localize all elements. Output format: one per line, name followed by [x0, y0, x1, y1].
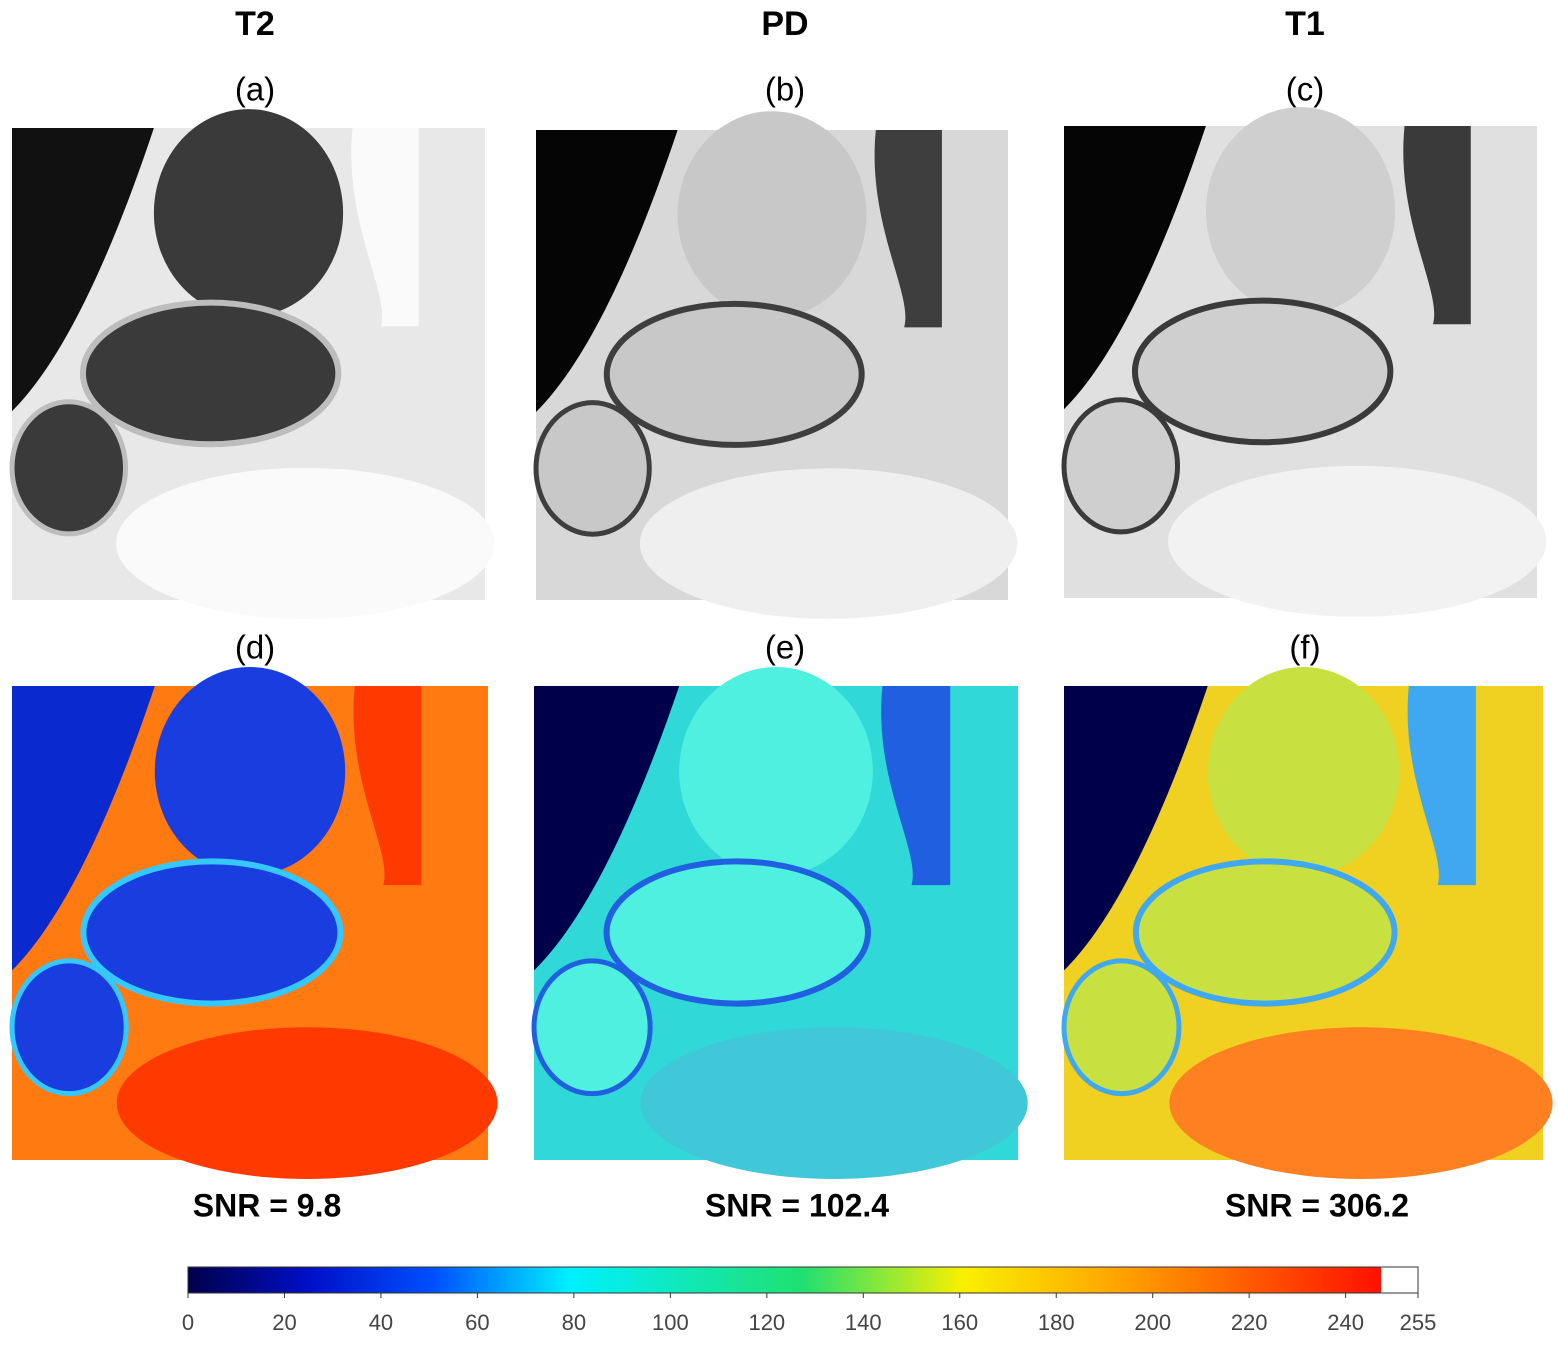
dark-region [534, 686, 680, 971]
tibia [1205, 107, 1396, 315]
panel-label: (a) [235, 71, 275, 108]
scan-image [9, 109, 495, 619]
scan-image [9, 667, 498, 1179]
panel-label: (c) [1286, 71, 1324, 108]
scan-image [533, 111, 1018, 619]
colorbar-tick-label: 255 [1400, 1310, 1437, 1335]
talus [603, 300, 865, 448]
colorbar-tick-label: 220 [1231, 1310, 1268, 1335]
tendon [1403, 126, 1471, 325]
panel-label: (e) [765, 629, 805, 666]
panel-label: (b) [765, 71, 805, 108]
scan-image [531, 667, 1028, 1179]
colorbar-tick-label: 100 [652, 1310, 689, 1335]
calcaneus [639, 468, 1018, 619]
talus [80, 858, 344, 1007]
navicular [9, 958, 129, 1097]
colorbar-tick-label: 240 [1327, 1310, 1364, 1335]
column-title: PD [761, 5, 808, 43]
tibia [679, 667, 873, 876]
snr-value: SNR = 102.4 [705, 1187, 889, 1223]
navicular [533, 400, 652, 537]
colorbar-tick-label: 200 [1134, 1310, 1171, 1335]
dark-region [1064, 686, 1208, 971]
tendon [1407, 686, 1476, 886]
colorbar [187, 1266, 1419, 1294]
calcaneus [116, 1027, 498, 1179]
colorbar-tick-label: 180 [1038, 1310, 1075, 1335]
calcaneus [1168, 465, 1547, 617]
tibia [154, 667, 346, 876]
talus [1131, 297, 1394, 446]
calcaneus [116, 467, 495, 619]
colorbar-tick-label: 80 [562, 1310, 586, 1335]
tendon [351, 128, 419, 327]
tendon [881, 686, 951, 886]
navicular [9, 399, 129, 537]
dark-region [536, 130, 678, 412]
tibia [153, 109, 344, 317]
column-title: T2 [235, 5, 275, 43]
scan-image [1061, 107, 1547, 617]
calcaneus [640, 1027, 1028, 1179]
colorbar-tick-label: 120 [748, 1310, 785, 1335]
panel-label: (f) [1289, 629, 1320, 666]
calcaneus [1169, 1027, 1553, 1179]
panel-label: (d) [235, 629, 275, 666]
colorbar-tick-label: 60 [465, 1310, 489, 1335]
talus [79, 299, 342, 448]
snr-value: SNR = 306.2 [1225, 1187, 1409, 1223]
dark-region [12, 128, 154, 412]
column-title: T1 [1285, 5, 1325, 43]
dark-region [12, 686, 155, 971]
talus [603, 858, 871, 1007]
colorbar-tick-label: 0 [182, 1310, 194, 1335]
navicular [1061, 958, 1182, 1097]
dark-region [1064, 126, 1206, 410]
navicular [1061, 397, 1181, 535]
scan-image [1061, 667, 1553, 1179]
colorbar-tick-label: 40 [369, 1310, 393, 1335]
navicular [531, 958, 653, 1097]
snr-value: SNR = 9.8 [193, 1187, 342, 1223]
colorbar-tick-label: 20 [272, 1310, 296, 1335]
talus [1132, 858, 1398, 1007]
colorbar-tick-label: 140 [845, 1310, 882, 1335]
tendon [874, 130, 942, 328]
tibia [1207, 667, 1400, 876]
tibia [677, 111, 867, 318]
colorbar-tick-label: 160 [941, 1310, 978, 1335]
tendon [353, 686, 422, 886]
